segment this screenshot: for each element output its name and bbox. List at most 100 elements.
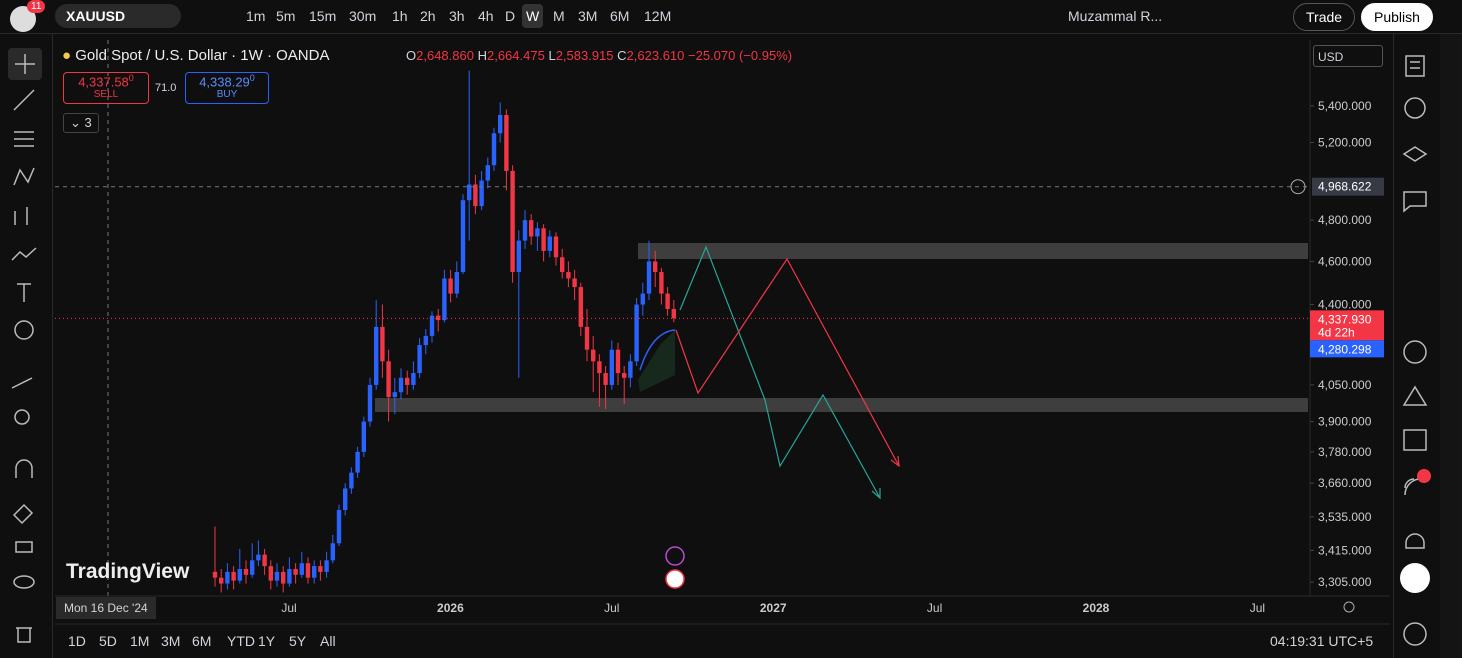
legend-title: ● Gold Spot / U.S. Dollar · 1W · OANDA	[62, 47, 330, 64]
candle-body	[380, 326, 385, 362]
candle-body	[485, 165, 490, 181]
low: 2,583.915	[555, 48, 614, 63]
ma-price-bg	[1310, 340, 1384, 358]
candle-body	[622, 373, 627, 378]
candle-body	[510, 170, 515, 273]
range[interactable]: All	[320, 633, 336, 649]
candle-body	[454, 272, 459, 294]
resistance-zone	[638, 243, 1308, 259]
interval[interactable]: 6M	[610, 8, 630, 24]
candle-body	[429, 315, 435, 336]
candle-body	[324, 560, 329, 572]
last-price-label: 4,337.930	[1318, 312, 1372, 326]
candle-body	[646, 261, 652, 294]
symbol-search[interactable]	[55, 4, 181, 28]
right-panel	[1440, 34, 1462, 658]
candle-body	[504, 114, 509, 171]
candle-body	[529, 220, 534, 237]
candle-body	[256, 554, 261, 561]
interval[interactable]: 5m	[276, 8, 296, 24]
range[interactable]: 5Y	[289, 633, 307, 649]
candle-body	[653, 261, 658, 273]
o-label: O	[406, 48, 417, 63]
economic-event-icon[interactable]	[665, 569, 685, 589]
range[interactable]: 1Y	[258, 633, 276, 649]
settings-icon[interactable]	[1343, 601, 1355, 613]
interval[interactable]: 1h	[392, 8, 408, 24]
currency-select[interactable]: USD	[1313, 45, 1383, 67]
h-label: H	[477, 48, 487, 63]
candle-body	[237, 568, 242, 581]
event-icon[interactable]	[665, 546, 685, 566]
interval[interactable]: 30m	[349, 8, 377, 24]
x-tick-label: 2026	[437, 601, 464, 615]
y-tick-label: 5,200.000	[1318, 136, 1372, 150]
last-price-bg	[1310, 310, 1384, 341]
candle-body	[330, 543, 335, 561]
candle-body	[243, 568, 249, 575]
range[interactable]: YTD	[227, 633, 255, 649]
candle-body	[473, 184, 478, 207]
candle-body	[634, 304, 639, 362]
candle-body	[287, 568, 292, 584]
candle-body	[225, 571, 230, 584]
candle-body	[491, 133, 497, 166]
candle-body	[498, 114, 503, 134]
candle-body	[268, 566, 273, 581]
y-tick-label: 3,780.000	[1318, 445, 1372, 459]
interval[interactable]: 12M	[644, 8, 672, 24]
candle-body	[516, 240, 521, 273]
range[interactable]: 3M	[161, 633, 181, 649]
y-tick-label: 3,415.000	[1318, 543, 1372, 557]
candle-body	[522, 220, 528, 241]
range[interactable]: 1M	[130, 633, 150, 649]
open: 2,648.860	[416, 48, 474, 63]
candle-body	[535, 228, 540, 237]
sell-button[interactable]: 4,337.580 SELL	[63, 72, 149, 104]
candle-body	[572, 278, 577, 288]
x-tick-label: Jul	[927, 601, 942, 615]
interval[interactable]: 3h	[449, 8, 465, 24]
layout-name[interactable]: Muzammal R...	[1068, 8, 1163, 24]
range[interactable]: 1D	[68, 633, 86, 649]
notification-badge: 11	[27, 0, 46, 13]
interval[interactable]: M	[553, 8, 565, 24]
x-tick-label: 2028	[1083, 601, 1110, 615]
candle-body	[398, 377, 404, 393]
indicators-toggle[interactable]: ⌄ 3	[63, 113, 99, 133]
interval[interactable]: 2h	[420, 8, 436, 24]
interval[interactable]: 15m	[309, 8, 337, 24]
indicator-count: 3	[84, 115, 92, 130]
interval[interactable]: 4h	[478, 8, 494, 24]
publish-button[interactable]: Publish	[1361, 3, 1433, 31]
more-button[interactable]	[1400, 563, 1430, 593]
interval[interactable]: D	[505, 8, 516, 24]
candle-body	[547, 236, 552, 251]
top-bar	[0, 0, 1462, 34]
candle-body	[609, 349, 614, 385]
candle-body	[386, 361, 391, 398]
candle-body	[361, 421, 366, 452]
interval[interactable]: 3M	[578, 8, 598, 24]
sell-price: 4,337.58	[78, 74, 129, 90]
symbol[interactable]: XAUUSD	[66, 8, 126, 24]
candle-body	[578, 287, 583, 327]
candle-body	[560, 257, 565, 273]
range[interactable]: 5D	[99, 633, 117, 649]
interval[interactable]: 1m	[246, 8, 266, 24]
interval[interactable]: W	[522, 4, 544, 28]
candle-body	[411, 373, 416, 385]
candle-body	[615, 349, 621, 374]
trade-button[interactable]: Trade	[1293, 3, 1356, 31]
y-tick-label: 4,400.000	[1318, 298, 1372, 312]
candle-body	[281, 571, 286, 584]
candle-body	[367, 384, 373, 422]
candle-body	[392, 392, 397, 398]
x-tick-label: Jul	[1250, 601, 1265, 615]
ma-price-label: 4,280.298	[1318, 342, 1372, 356]
candle-body	[250, 560, 255, 575]
buy-button[interactable]: 4,338.290 BUY	[185, 72, 269, 104]
range[interactable]: 6M	[192, 633, 212, 649]
candle-body	[436, 315, 441, 321]
